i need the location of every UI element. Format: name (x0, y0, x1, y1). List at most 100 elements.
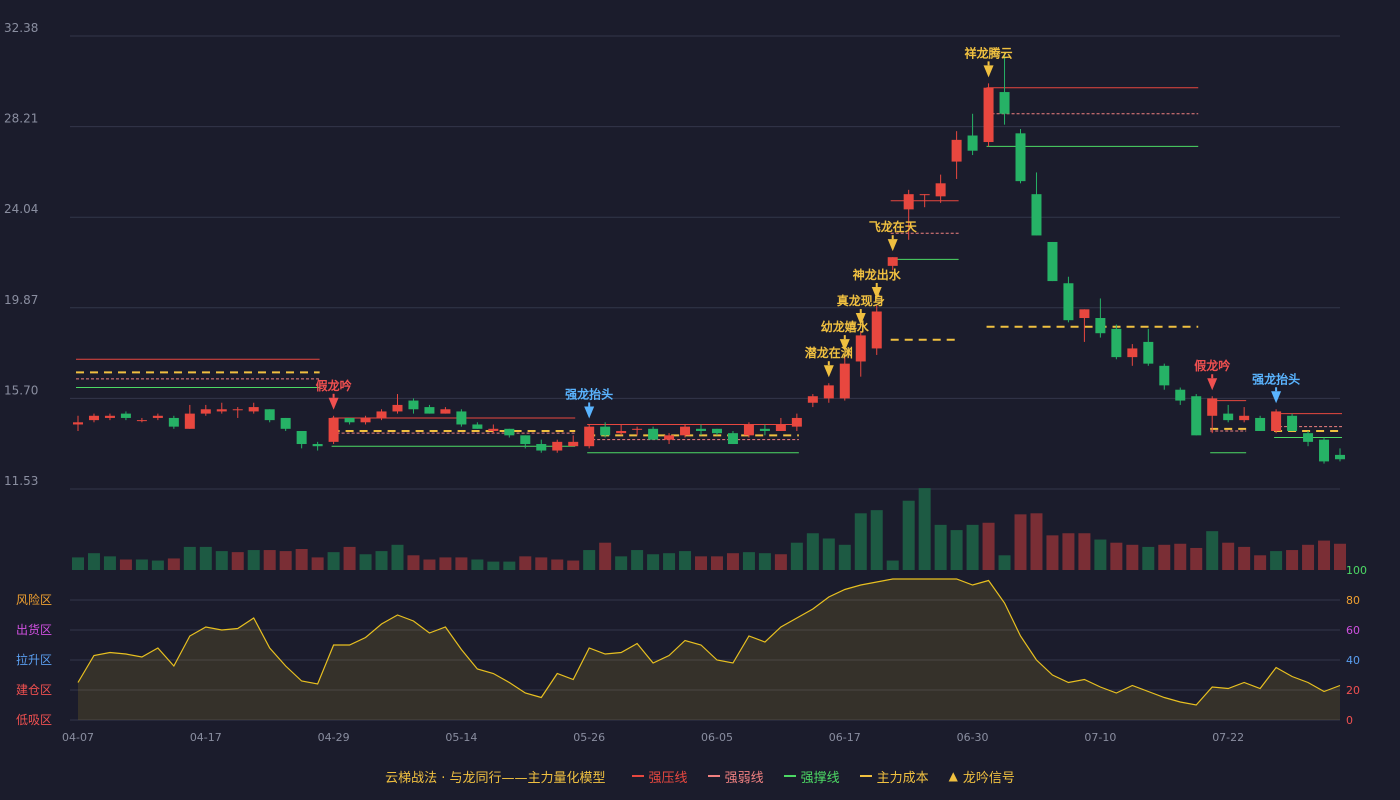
legend-label: 强撑线 (800, 770, 840, 786)
volume-bar (535, 557, 548, 570)
price-tick-label: 24.04 (4, 202, 38, 216)
candle-body (1095, 318, 1106, 334)
volume-bar (199, 546, 212, 570)
oscillator-zone-label: 低吸区 (16, 713, 52, 727)
candle-body (248, 407, 259, 412)
volume-bar (583, 550, 596, 570)
candle-body (1223, 413, 1234, 421)
signal-label: 潜龙在渊 (805, 345, 853, 360)
dashed-line-icon (859, 775, 872, 777)
candle-body (152, 415, 163, 418)
signal-arrow-icon (871, 286, 882, 299)
volume-bar (1238, 546, 1251, 570)
candle-body (376, 411, 387, 418)
dashed-line-icon (707, 775, 720, 777)
candle-body (536, 444, 547, 451)
volume-bar (599, 542, 612, 570)
volume-bar (119, 559, 132, 570)
candle-body (568, 441, 579, 447)
date-tick-label: 07-22 (1212, 731, 1244, 744)
volume-bar (407, 555, 420, 570)
candle-body (584, 426, 595, 447)
candle-body (1239, 415, 1250, 421)
candle-body (472, 424, 483, 429)
candle-body (727, 433, 738, 445)
legend-item-dragon-signal[interactable]: ▲ 龙吟信号 (949, 767, 1015, 786)
candle-body (488, 428, 499, 431)
candle-body (839, 363, 850, 399)
date-axis: 04-07 04-17 04-29 05-14 05-26 06-05 06-17 06-30… (62, 731, 1244, 744)
volume-bar (1014, 514, 1027, 570)
volume-bar (902, 500, 915, 570)
legend-caption: 云梯战法 · 与龙同行——主力量化模型 (385, 770, 606, 786)
oscillator-tick-label: 60 (1346, 624, 1360, 637)
oscillator-tick-label: 100 (1346, 564, 1367, 577)
signal-arrow-icon (887, 239, 898, 252)
legend-item-strong-weak[interactable]: 强弱线 (707, 767, 764, 786)
volume-bar (1030, 513, 1043, 570)
candle-body (711, 428, 722, 434)
candle-body (88, 415, 99, 421)
volume-bar (455, 557, 468, 570)
oscillator-line (77, 578, 1341, 706)
price-tick-label: 11.53 (4, 474, 38, 488)
legend-item-strong-pressure[interactable]: 强压线 (631, 767, 688, 786)
triangle-icon: ▲ (948, 769, 958, 783)
oscillator-tick-label: 80 (1346, 594, 1360, 607)
candle-body (791, 417, 802, 427)
volume-bar (247, 550, 260, 570)
volume-bar (695, 556, 708, 570)
candle-body (184, 413, 195, 429)
volume-bar (710, 556, 723, 570)
volume-bar (295, 549, 308, 570)
grid (70, 35, 1340, 490)
signal-arrow-icon (823, 365, 834, 378)
candle-body (1191, 396, 1202, 436)
volume-bar (1126, 544, 1139, 570)
volume-bar (1254, 555, 1267, 570)
candle-body (1079, 309, 1090, 319)
oscillator-area (78, 579, 1340, 720)
volume-bar (103, 556, 116, 570)
volume-bar (72, 557, 84, 570)
volume-bar (870, 510, 883, 570)
legend-item-strong-support[interactable]: 强撑线 (783, 767, 840, 786)
candle-body (1207, 398, 1218, 416)
candle-body (280, 417, 291, 429)
volume-bar (679, 551, 692, 570)
volume-bar (1286, 550, 1299, 570)
candle-body (520, 435, 531, 445)
candle-body (120, 413, 131, 418)
oscillator-zone-label: 风险区 (16, 592, 52, 607)
signal-label: 强龙抬头 (1252, 371, 1300, 386)
volume-bar (966, 524, 979, 570)
signal-arrow-icon (1271, 391, 1282, 404)
candle-body (216, 409, 227, 412)
volume-bar (1094, 539, 1107, 570)
volume-bar (1190, 547, 1203, 570)
volume-bar (391, 544, 404, 570)
volume-bar (375, 551, 388, 570)
signal-label: 神龙出水 (853, 267, 902, 282)
volume-bar (167, 558, 180, 570)
candle-body (935, 183, 946, 197)
signal-arrow-icon (1207, 378, 1218, 391)
signal-arrow-icon (328, 397, 339, 410)
candle-body (232, 409, 243, 411)
volume-bar (215, 551, 228, 570)
signal-label: 幼龙嬉水 (821, 319, 870, 334)
candle-body (360, 417, 371, 423)
signal-arrow-icon (584, 406, 595, 419)
volume-bar (1110, 542, 1123, 570)
price-tick-label: 15.70 (4, 383, 38, 397)
candle-body (504, 428, 515, 436)
volume-bar (471, 559, 484, 570)
candle-body (456, 411, 467, 425)
legend-item-main-cost[interactable]: 主力成本 (859, 767, 929, 786)
candle-body (1255, 417, 1266, 431)
volume-bars (72, 488, 1346, 570)
volume-bar (183, 546, 196, 570)
candle-body (200, 409, 211, 414)
date-tick-label: 05-26 (573, 731, 605, 744)
candle-body (664, 435, 675, 440)
